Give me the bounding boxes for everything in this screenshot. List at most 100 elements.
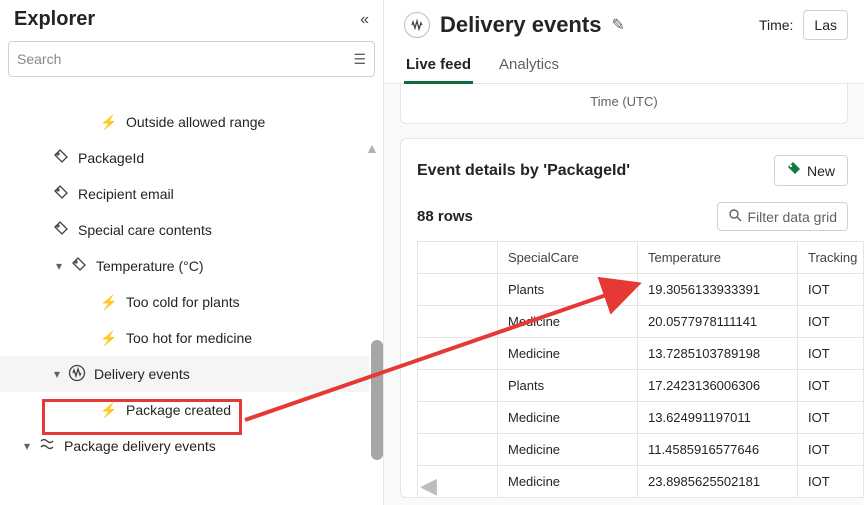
col-temperature[interactable]: Temperature — [638, 242, 798, 274]
table-cell: Plants — [498, 370, 638, 402]
data-grid[interactable]: SpecialCare Temperature Tracking Plants1… — [417, 241, 864, 498]
table-row[interactable]: Medicine11.4585916577646IOT — [418, 434, 864, 466]
edit-icon[interactable]: ✎ — [611, 15, 624, 35]
scroll-up-icon[interactable]: ▲ — [365, 140, 381, 156]
chevron-down-icon[interactable]: ▾ — [20, 439, 34, 453]
tree-label: Recipient email — [78, 186, 174, 202]
table-row[interactable]: Medicine23.8985625502181IOT — [418, 466, 864, 498]
main-header: Delivery events ✎ Time: Las — [384, 0, 864, 46]
filter-grid-input[interactable]: Filter data grid — [717, 202, 848, 231]
table-row[interactable]: Plants17.2423136006306IOT — [418, 370, 864, 402]
search-input[interactable] — [17, 51, 353, 67]
table-row[interactable]: Plants19.3056133933391IOT — [418, 274, 864, 306]
chevron-down-icon[interactable]: ▾ — [50, 367, 64, 381]
tree-item-package-delivery-events[interactable]: ▾ Package delivery events — [0, 428, 369, 464]
tag-icon — [70, 257, 88, 276]
collapse-icon[interactable]: « — [360, 11, 369, 29]
tag-icon — [52, 185, 70, 204]
table-cell: Medicine — [498, 402, 638, 434]
tree-item-delivery-events[interactable]: ▾ Delivery events — [0, 356, 369, 392]
table-cell: Plants — [498, 274, 638, 306]
table-cell: 20.0577978111141 — [638, 306, 798, 338]
table-cell: IOT — [798, 338, 864, 370]
table-cell — [418, 434, 498, 466]
tabs: Live feed Analytics — [384, 46, 864, 84]
tree-label: Package delivery events — [64, 438, 216, 454]
scrollbar-thumb[interactable] — [371, 340, 383, 460]
new-button-label: New — [807, 163, 835, 179]
table-cell — [418, 338, 498, 370]
table-cell: 17.2423136006306 — [638, 370, 798, 402]
main-panel: Delivery events ✎ Time: Las Live feed An… — [384, 0, 864, 505]
tree-item-too-hot[interactable]: ⚡ Too hot for medicine — [0, 320, 369, 356]
table-cell: IOT — [798, 466, 864, 498]
tree-label: Special care contents — [78, 222, 212, 238]
table-cell: 13.624991197011 — [638, 402, 798, 434]
new-button[interactable]: New — [774, 155, 848, 186]
table-row[interactable]: Medicine20.0577978111141IOT — [418, 306, 864, 338]
tree-label: Delivery events — [94, 366, 190, 382]
bolt-icon: ⚡ — [100, 294, 118, 311]
time-selector[interactable]: Las — [803, 10, 848, 40]
tree-label: PackageId — [78, 150, 144, 166]
tab-analytics[interactable]: Analytics — [497, 46, 561, 83]
explorer-panel: Explorer « ☰ ⚡ Outside allowed range Pac… — [0, 0, 384, 505]
time-column-label: Time (UTC) — [590, 94, 657, 109]
search-container: ☰ — [0, 41, 383, 87]
table-cell — [418, 274, 498, 306]
table-row[interactable]: Medicine13.7285103789198IOT — [418, 338, 864, 370]
time-column-card: Time (UTC) — [400, 84, 848, 124]
time-label: Time: — [759, 17, 793, 33]
table-cell: IOT — [798, 274, 864, 306]
col-tracking[interactable]: Tracking — [798, 242, 864, 274]
chevron-down-icon[interactable]: ▾ — [52, 259, 66, 273]
search-icon — [728, 208, 742, 225]
bolt-icon: ⚡ — [100, 114, 118, 131]
flow-icon — [38, 437, 56, 456]
tree-item-packageid[interactable]: PackageId — [0, 140, 369, 176]
col-blank[interactable] — [418, 242, 498, 274]
tree-label: Outside allowed range — [126, 114, 265, 130]
table-cell: Medicine — [498, 434, 638, 466]
table-cell: IOT — [798, 370, 864, 402]
tree-item-temperature[interactable]: ▾ Temperature (°C) — [0, 248, 369, 284]
event-details-card: Event details by 'PackageId' New 88 rows… — [400, 138, 864, 498]
bolt-icon: ⚡ — [100, 402, 118, 419]
tree-item-special-care[interactable]: Special care contents — [0, 212, 369, 248]
tag-icon — [52, 221, 70, 240]
tree-item-recipient-email[interactable]: Recipient email — [0, 176, 369, 212]
filter-placeholder: Filter data grid — [748, 209, 837, 225]
tag-icon — [787, 162, 801, 179]
tree-item-too-cold[interactable]: ⚡ Too cold for plants — [0, 284, 369, 320]
explorer-title: Explorer — [14, 8, 95, 31]
tree-view: ⚡ Outside allowed range PackageId Recipi… — [0, 100, 369, 505]
bolt-icon: ⚡ — [100, 330, 118, 347]
table-cell: IOT — [798, 434, 864, 466]
table-cell: Medicine — [498, 466, 638, 498]
tag-icon — [52, 149, 70, 168]
table-cell — [418, 306, 498, 338]
table-cell: 13.7285103789198 — [638, 338, 798, 370]
table-cell: IOT — [798, 402, 864, 434]
tree-label: Temperature (°C) — [96, 258, 204, 274]
tab-live-feed[interactable]: Live feed — [404, 46, 473, 83]
tree-label: Too cold for plants — [126, 294, 240, 310]
tree-item-outside-allowed-range[interactable]: ⚡ Outside allowed range — [0, 104, 369, 140]
rows-count: 88 rows — [417, 208, 473, 225]
table-cell: Medicine — [498, 306, 638, 338]
table-cell — [418, 370, 498, 402]
table-row[interactable]: Medicine13.624991197011IOT — [418, 402, 864, 434]
search-box[interactable]: ☰ — [8, 41, 375, 77]
wave-icon — [68, 364, 86, 385]
event-details-title: Event details by 'PackageId' — [417, 162, 630, 180]
explorer-header: Explorer « — [0, 0, 383, 41]
table-cell: 11.4585916577646 — [638, 434, 798, 466]
tree-item-package-created[interactable]: ⚡ Package created — [0, 392, 369, 428]
filter-icon[interactable]: ☰ — [353, 51, 366, 68]
table-cell: Medicine — [498, 338, 638, 370]
col-specialcare[interactable]: SpecialCare — [498, 242, 638, 274]
table-cell: 23.8985625502181 — [638, 466, 798, 498]
wave-icon — [404, 12, 430, 38]
prev-page-icon[interactable]: ◀ — [420, 473, 437, 498]
table-cell: 19.3056133933391 — [638, 274, 798, 306]
